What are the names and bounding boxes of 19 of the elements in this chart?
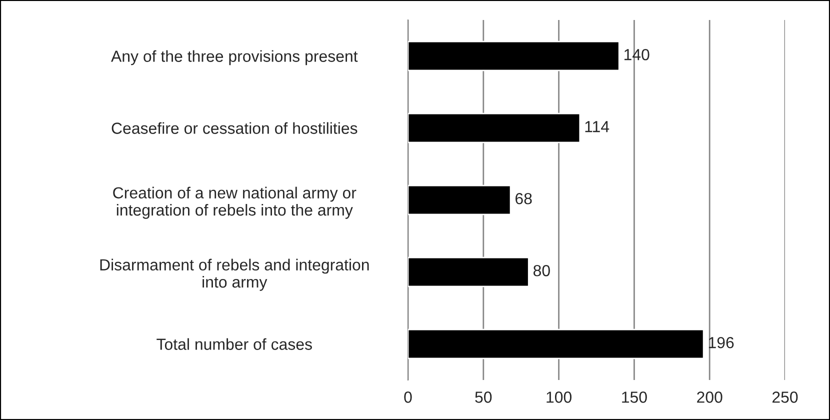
x-tick-label: 150 [622,392,647,403]
bar [408,112,581,144]
y-tick-label: Creation of a new national army or integration of rebels into the army [113,186,356,219]
x-tick-label: 200 [697,392,722,403]
x-tick-label: 0 [404,392,412,403]
data-label: 80 [534,264,550,276]
data-label: 68 [516,192,532,204]
x-tick-label: 100 [546,392,572,403]
y-tick-label: Disarmament of rebels and integration into army [100,258,369,291]
bar [408,256,530,288]
bar [408,184,512,216]
x-tick-label: 250 [772,392,798,403]
bar [408,328,704,360]
y-tick-label: Total number of cases [156,338,312,350]
y-tick-label: Any of the three provisions present [111,50,358,66]
bar [408,40,620,72]
y-tick-label: Ceasefire or cessation of hostilities [112,122,358,134]
data-label: 114 [585,121,610,132]
x-tick-label: 50 [475,392,492,403]
